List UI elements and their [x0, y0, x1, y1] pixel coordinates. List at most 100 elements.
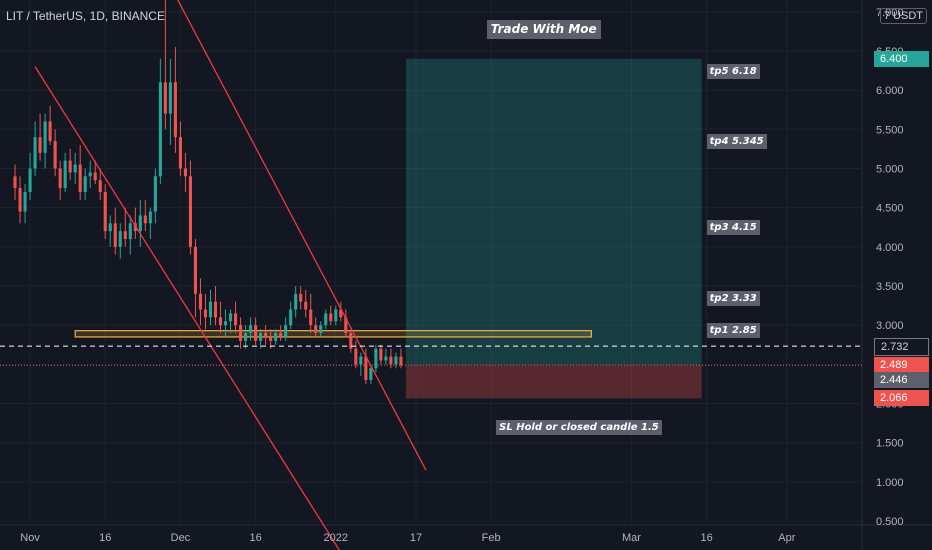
candle-body	[143, 215, 147, 224]
candle-body	[153, 176, 157, 212]
currency-badge[interactable]: 7 USDT	[879, 8, 927, 24]
candle-body	[399, 356, 403, 366]
annotation-label[interactable]: SL Hold or closed candle 1.5	[496, 420, 662, 436]
candle-body	[88, 172, 92, 177]
candle-body	[384, 356, 388, 361]
candle-body	[259, 333, 263, 341]
candle-body	[394, 356, 398, 365]
candle-body	[123, 231, 127, 239]
candle-body	[193, 246, 198, 294]
candle-body	[203, 309, 208, 318]
x-axis[interactable]: Nov 16 Dec 16 2022 17 Feb Mar 16 Apr	[20, 532, 795, 544]
annotation-label[interactable]: tp4 5.345	[706, 134, 767, 150]
candle-body	[118, 231, 122, 247]
support-zone	[74, 330, 592, 338]
x-tick-label: 16	[249, 532, 261, 544]
y-tick-label: 7.000	[876, 7, 904, 19]
y-tick-label: 6.000	[876, 85, 904, 97]
y-tick-label: 5.500	[876, 124, 904, 136]
candle-body	[213, 301, 218, 318]
x-tick-label: 17	[410, 532, 422, 544]
candle-body	[113, 223, 117, 247]
y-tick-label: 4.000	[876, 242, 904, 254]
candle-body	[108, 223, 112, 232]
trend-line	[34, 66, 341, 550]
candle-body	[309, 309, 313, 326]
x-tick-label: Feb	[482, 532, 501, 544]
candle-body	[218, 317, 223, 326]
x-tick-label: 16	[701, 532, 713, 544]
candle-body	[63, 160, 67, 189]
candle-body	[329, 313, 333, 322]
candle-body	[359, 356, 363, 365]
y-tick-label: 5.000	[876, 163, 904, 175]
candle-body	[173, 82, 177, 138]
trend-lines	[0, 0, 862, 550]
annotation-label[interactable]: tp3 4.15	[706, 220, 760, 236]
candle-body	[324, 313, 328, 326]
candle-body	[53, 141, 57, 169]
price-axis-label: 2.732	[874, 338, 929, 357]
candle-body	[103, 191, 107, 232]
price-axis-label: 2.066	[874, 390, 929, 407]
candle-body	[33, 137, 37, 169]
x-tick-label: 16	[99, 532, 111, 544]
candle-body	[13, 176, 17, 189]
candle-body	[304, 301, 308, 310]
candle-body	[374, 348, 378, 369]
symbol-title[interactable]: LIT / TetherUS, 1D, BINANCE	[6, 9, 165, 23]
candle-body	[183, 168, 187, 177]
price-value: 2.066	[880, 392, 908, 405]
candle-body	[269, 336, 273, 341]
x-tick-label: Nov	[20, 532, 40, 544]
candle-body	[279, 333, 283, 337]
x-tick-label: 2022	[324, 532, 348, 544]
x-tick-label: Apr	[778, 532, 795, 544]
y-tick-label: 3.500	[876, 281, 904, 293]
candle-body	[178, 137, 182, 169]
candle-body	[163, 82, 167, 114]
price-value: 2.732	[881, 341, 909, 354]
candle-body	[299, 293, 303, 302]
annotation-label[interactable]: Trade With Moe	[486, 20, 601, 40]
candle-body	[18, 188, 22, 212]
annotation-label[interactable]: tp2 3.33	[706, 290, 760, 306]
price-value: 2.446	[880, 374, 908, 387]
x-tick-label: Mar	[622, 532, 641, 544]
candle-body	[389, 356, 393, 365]
candle-body	[379, 348, 383, 361]
candle-body	[23, 191, 27, 212]
candle-body	[254, 325, 258, 341]
candlestick-series	[13, 0, 403, 384]
candle-body	[78, 164, 82, 192]
price-axis-label: 2.446	[874, 372, 929, 389]
candle-body	[48, 121, 52, 142]
candle-body	[364, 356, 368, 381]
stop-zone	[405, 365, 702, 399]
candle-body	[168, 82, 172, 114]
drawing-zones	[74, 58, 702, 399]
candle-body	[198, 293, 203, 310]
candle-body	[28, 168, 32, 192]
y-tick-label: 1.500	[876, 438, 904, 450]
candle-body	[133, 223, 137, 232]
trend-line	[177, 0, 427, 471]
candle-body	[349, 333, 353, 349]
price-value: 2.489	[880, 359, 908, 372]
candle-body	[354, 348, 358, 365]
candle-body	[294, 293, 298, 310]
candle-body	[188, 176, 192, 247]
candle-body	[233, 313, 238, 326]
annotation-label[interactable]: tp5 6.18	[706, 63, 760, 79]
candle-body	[138, 215, 142, 232]
candle-body	[73, 164, 77, 173]
candle-body	[223, 321, 228, 326]
candle-body	[208, 301, 213, 318]
target-zone	[405, 58, 702, 366]
candle-body	[58, 168, 62, 189]
candle-body	[334, 309, 338, 322]
annotation-label[interactable]: tp1 2.85	[706, 322, 760, 338]
